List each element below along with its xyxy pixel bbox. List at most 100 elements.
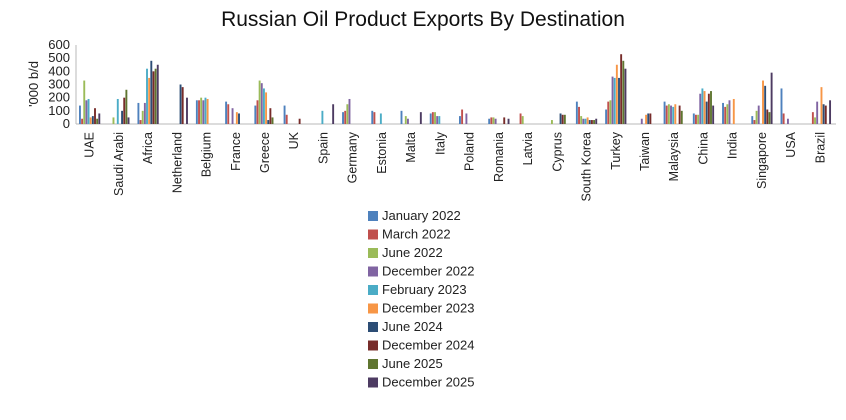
bar-23-7	[766, 109, 769, 124]
bar-22-3	[728, 100, 731, 124]
bar-5-0	[225, 101, 228, 124]
bar-0-9	[98, 113, 101, 124]
bar-23-0	[751, 116, 754, 124]
bar-21-8	[710, 91, 712, 124]
bar-3-9	[186, 97, 188, 124]
bar-17-6	[588, 120, 591, 124]
bar-21-3	[699, 93, 702, 124]
category-label: Romania	[492, 132, 506, 182]
bar-2-9	[156, 64, 159, 124]
bar-20-3	[670, 105, 672, 124]
category-label: Germany	[346, 131, 360, 183]
bar-24-3	[786, 118, 789, 124]
bar-14-3	[494, 118, 497, 124]
bar-3-7	[181, 87, 184, 124]
bar-14-2	[492, 117, 495, 124]
category-label: South Korea	[580, 132, 594, 202]
bar-5-1	[227, 104, 230, 124]
category-label: Brazil	[813, 132, 827, 163]
bar-25-1	[811, 112, 814, 124]
bar-18-0	[605, 109, 608, 124]
bar-6-8	[271, 117, 274, 124]
legend-label: June 2025	[382, 356, 443, 371]
bar-0-8	[96, 118, 99, 124]
y-tick-label: 100	[48, 103, 70, 118]
bar-1-4	[116, 98, 119, 124]
bar-2-6	[150, 60, 153, 124]
bar-0-0	[79, 105, 81, 124]
bar-18-8	[622, 60, 625, 124]
bar-24-1	[782, 113, 785, 124]
bar-17-9	[595, 118, 598, 124]
bar-20-7	[678, 105, 681, 124]
bar-1-7	[123, 97, 126, 124]
y-tick-label: 200	[48, 90, 70, 105]
category-label: Saudi Arabi	[112, 132, 126, 196]
bar-1-8	[125, 89, 128, 124]
legend-label: June 2024	[382, 319, 443, 334]
bar-10-4	[379, 113, 382, 124]
y-tick-label: 600	[48, 37, 70, 52]
bar-20-1	[665, 105, 668, 124]
category-label: China	[696, 132, 710, 165]
bar-22-5	[732, 98, 735, 124]
bar-18-2	[609, 100, 612, 124]
bar-21-1	[695, 114, 697, 124]
bar-2-5	[148, 77, 151, 124]
bar-25-3	[816, 101, 819, 124]
bar-4-0	[195, 100, 198, 124]
bar-16-7	[561, 114, 564, 124]
bar-2-4	[146, 68, 148, 124]
bar-20-5	[674, 104, 677, 124]
bar-18-1	[607, 101, 610, 124]
legend-label: February 2023	[382, 282, 467, 297]
bar-1-9	[127, 117, 130, 124]
bar-16-6	[559, 113, 562, 124]
bar-14-1	[490, 117, 493, 124]
legend-label: December 2025	[382, 375, 475, 390]
bar-2-7	[152, 71, 155, 124]
category-label: Africa	[141, 132, 155, 164]
bar-23-9	[770, 72, 773, 124]
bar-11-0	[400, 110, 403, 124]
bar-2-1	[139, 120, 142, 124]
bar-21-6	[705, 101, 708, 124]
legend-label: June 2022	[382, 245, 443, 260]
bar-11-9	[419, 112, 422, 124]
bar-0-4	[87, 98, 90, 124]
bar-13-1	[461, 109, 464, 124]
category-label: Cyprus	[550, 132, 564, 172]
bar-23-6	[764, 85, 767, 124]
bar-0-5	[89, 117, 92, 124]
legend-swatch	[368, 248, 378, 258]
category-label: Singapore	[755, 132, 769, 189]
bar-24-0	[780, 88, 783, 124]
bar-25-9	[829, 100, 832, 124]
legend-label: December 2022	[382, 264, 475, 279]
bar-21-4	[701, 88, 704, 124]
bar-8-9	[332, 104, 335, 124]
bar-10-1	[373, 112, 376, 124]
category-label: Italy	[433, 131, 447, 155]
category-label: Netherland	[170, 132, 184, 193]
bar-2-0	[137, 102, 140, 124]
y-tick-label: 500	[48, 50, 70, 65]
bar-11-2	[404, 116, 407, 124]
bar-21-7	[707, 93, 710, 124]
bar-18-9	[624, 68, 627, 124]
bar-0-2	[83, 80, 86, 124]
category-label: Poland	[463, 132, 477, 171]
category-label: India	[726, 132, 740, 159]
bar-0-3	[85, 100, 88, 124]
bar-5-6	[238, 113, 240, 124]
category-label: Turkey	[609, 131, 623, 169]
legend-label: December 2024	[382, 338, 475, 353]
bar-23-2	[755, 110, 758, 124]
legend-swatch	[368, 285, 378, 295]
category-label: UK	[287, 131, 301, 149]
bar-23-5	[762, 80, 764, 124]
bar-20-8	[680, 110, 683, 124]
